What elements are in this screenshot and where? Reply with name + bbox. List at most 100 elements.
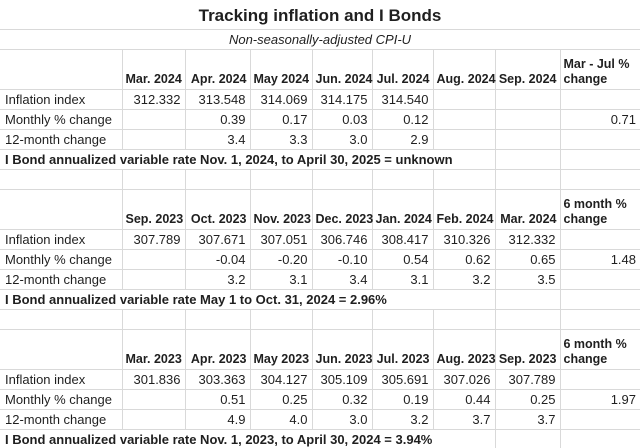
month-header-cell: Apr. 2023 bbox=[185, 330, 251, 370]
empty-cell bbox=[0, 169, 123, 190]
value-cell: 306.746 bbox=[312, 229, 373, 250]
summary-header-cell: 6 month % change bbox=[560, 190, 640, 230]
summary-value-cell: 1.97 bbox=[560, 389, 640, 410]
row-label: Inflation index bbox=[0, 369, 123, 390]
value-cell: 314.540 bbox=[372, 89, 434, 110]
value-cell: 0.12 bbox=[372, 109, 434, 130]
corner-cell bbox=[0, 330, 123, 370]
value-cell: 3.2 bbox=[372, 409, 434, 430]
inflation-table-1: Mar. 2024 Apr. 2024 May 2024 Jun. 2024 Jul. … bbox=[0, 50, 640, 190]
table-row: Monthly % change -0.04 -0.20 -0.10 0.54 0.62 0… bbox=[0, 249, 640, 270]
month-header-cell: Nov. 2023 bbox=[250, 190, 313, 230]
month-header-cell: Jun. 2024 bbox=[312, 50, 373, 90]
value-cell bbox=[433, 89, 496, 110]
value-cell: 0.44 bbox=[433, 389, 496, 410]
month-header-cell: Jun. 2023 bbox=[312, 330, 373, 370]
value-cell: 305.691 bbox=[372, 369, 434, 390]
row-label: 12-month change bbox=[0, 269, 123, 290]
value-cell: 3.0 bbox=[312, 409, 373, 430]
table-row: 12-month change 3.2 3.1 3.4 3.1 3.2 3.5 bbox=[0, 269, 640, 290]
value-cell: 0.39 bbox=[185, 109, 251, 130]
header-row: Sep. 2023 Oct. 2023 Nov. 2023 Dec. 2023 Jan.… bbox=[0, 190, 640, 230]
value-cell bbox=[122, 409, 186, 430]
page-subtitle: Non-seasonally-adjusted CPI-U bbox=[0, 30, 640, 50]
empty-cell bbox=[372, 169, 434, 190]
spacer-row bbox=[0, 169, 640, 190]
value-cell bbox=[495, 109, 561, 130]
summary-value-cell bbox=[560, 229, 640, 250]
value-cell: 3.2 bbox=[185, 269, 251, 290]
value-cell: 0.19 bbox=[372, 389, 434, 410]
table-row: Inflation index 307.789 307.671 307.051 306.… bbox=[0, 229, 640, 250]
month-header-cell: May 2024 bbox=[250, 50, 313, 90]
empty-cell bbox=[433, 309, 496, 330]
value-cell bbox=[122, 109, 186, 130]
header-row: Mar. 2023 Apr. 2023 May 2023 Jun. 2023 Jul. … bbox=[0, 330, 640, 370]
month-header-cell: Jan. 2024 bbox=[372, 190, 434, 230]
value-cell bbox=[495, 89, 561, 110]
value-cell: 303.363 bbox=[185, 369, 251, 390]
table-row: Inflation index 301.836 303.363 304.127 305.… bbox=[0, 369, 640, 390]
value-cell: 301.836 bbox=[122, 369, 186, 390]
summary-value-cell bbox=[560, 369, 640, 390]
ibond-note: I Bond annualized variable rate May 1 to… bbox=[0, 289, 496, 310]
row-label: Monthly % change bbox=[0, 389, 123, 410]
corner-cell bbox=[0, 190, 123, 230]
value-cell: 4.0 bbox=[250, 409, 313, 430]
row-label: 12-month change bbox=[0, 129, 123, 150]
value-cell: 0.25 bbox=[250, 389, 313, 410]
spacer-row bbox=[0, 309, 640, 330]
month-header-cell: Oct. 2023 bbox=[185, 190, 251, 230]
value-cell: 3.3 bbox=[250, 129, 313, 150]
summary-value-cell bbox=[560, 269, 640, 290]
month-header-cell: Apr. 2024 bbox=[185, 50, 251, 90]
empty-cell bbox=[433, 169, 496, 190]
note-row: I Bond annualized variable rate Nov. 1, … bbox=[0, 149, 640, 170]
summary-value-cell bbox=[560, 129, 640, 150]
month-header-cell: Dec. 2023 bbox=[312, 190, 373, 230]
empty-cell bbox=[560, 169, 640, 190]
month-header-cell: Jul. 2023 bbox=[372, 330, 434, 370]
value-cell bbox=[122, 269, 186, 290]
page-title: Tracking inflation and I Bonds bbox=[0, 0, 640, 30]
value-cell: 0.62 bbox=[433, 249, 496, 270]
value-cell: 313.548 bbox=[185, 89, 251, 110]
value-cell: -0.20 bbox=[250, 249, 313, 270]
summary-value-cell bbox=[560, 89, 640, 110]
month-header-cell: Mar. 2024 bbox=[122, 50, 186, 90]
value-cell: -0.10 bbox=[312, 249, 373, 270]
month-header-cell: May 2023 bbox=[250, 330, 313, 370]
month-header-cell: Jul. 2024 bbox=[372, 50, 434, 90]
month-header-cell: Aug. 2024 bbox=[433, 50, 496, 90]
empty-cell bbox=[0, 309, 123, 330]
value-cell: 307.026 bbox=[433, 369, 496, 390]
summary-header-cell: 6 month % change bbox=[560, 330, 640, 370]
corner-cell bbox=[0, 50, 123, 90]
value-cell: 0.17 bbox=[250, 109, 313, 130]
month-header-cell: Feb. 2024 bbox=[433, 190, 496, 230]
value-cell: 3.4 bbox=[312, 269, 373, 290]
month-header-cell: Aug. 2023 bbox=[433, 330, 496, 370]
empty-cell bbox=[122, 169, 186, 190]
value-cell: 4.9 bbox=[185, 409, 251, 430]
value-cell bbox=[122, 249, 186, 270]
empty-cell bbox=[495, 429, 561, 448]
value-cell: 314.069 bbox=[250, 89, 313, 110]
value-cell: 312.332 bbox=[122, 89, 186, 110]
month-header-cell: Sep. 2023 bbox=[495, 330, 561, 370]
empty-cell bbox=[250, 309, 313, 330]
empty-cell bbox=[312, 169, 373, 190]
value-cell: 314.175 bbox=[312, 89, 373, 110]
row-label: Inflation index bbox=[0, 89, 123, 110]
empty-cell bbox=[185, 169, 251, 190]
table-row: Monthly % change 0.51 0.25 0.32 0.19 0.44 0.25… bbox=[0, 389, 640, 410]
value-cell bbox=[495, 129, 561, 150]
inflation-table-3: Mar. 2023 Apr. 2023 May 2023 Jun. 2023 Jul. … bbox=[0, 330, 640, 448]
value-cell: 312.332 bbox=[495, 229, 561, 250]
empty-cell bbox=[312, 309, 373, 330]
value-cell: 307.051 bbox=[250, 229, 313, 250]
value-cell bbox=[433, 129, 496, 150]
summary-value-cell bbox=[560, 409, 640, 430]
table-row: 12-month change 4.9 4.0 3.0 3.2 3.7 3.7 bbox=[0, 409, 640, 430]
